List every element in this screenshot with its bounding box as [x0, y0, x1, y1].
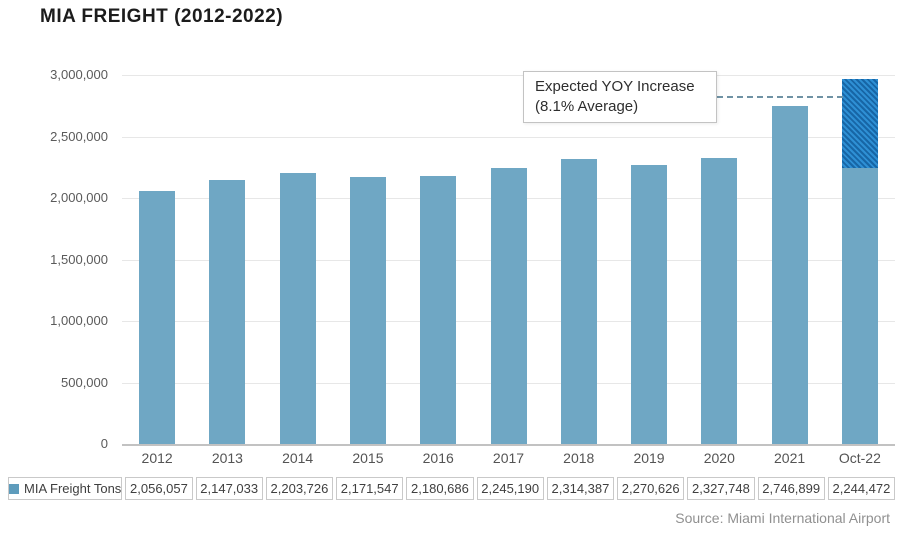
x-axis-tick-label: 2021 [774, 450, 806, 466]
annotation-connector-line [717, 96, 843, 98]
legend-swatch-icon [9, 483, 19, 494]
table-value-cell: 2,746,899 [757, 477, 825, 500]
x-axis-tick-label: 2016 [422, 450, 454, 466]
expected-increase-hatched-segment [841, 78, 878, 168]
bar-oct-22 [841, 167, 878, 444]
data-table: MIA Freight Tons 2,056,057 2,147,033 2,203… [8, 477, 896, 500]
y-axis-tick-label: 1,000,000 [50, 313, 108, 328]
table-value-cell: 2,147,033 [195, 477, 263, 500]
x-axis-tick-label: 2017 [492, 450, 525, 466]
x-axis-tick-label: 2012 [141, 450, 173, 466]
table-value-cell: 2,056,057 [125, 477, 193, 500]
gridline [122, 75, 895, 76]
table-value-cell: 2,270,626 [617, 477, 685, 500]
chart-title: MIA FREIGHT (2012-2022) [40, 6, 284, 27]
x-axis-tick-label: 2015 [352, 450, 384, 466]
bar-2012 [139, 191, 176, 444]
legend-series-label: MIA Freight Tons [24, 481, 122, 496]
y-axis-tick-label: 1,500,000 [50, 251, 108, 267]
table-value-cell: 2,203,726 [265, 477, 334, 500]
gridline [122, 136, 895, 138]
x-axis-tick-label: 2019 [633, 450, 665, 466]
bar-2017 [490, 167, 527, 444]
annotation-box: Expected YOY Increase (8.1% Average) [523, 71, 717, 123]
source-note: Source: Miami International Airport [675, 510, 890, 526]
x-axis-tick-label: 2013 [211, 450, 243, 466]
y-axis-tick-label: 2,000,000 [50, 190, 108, 205]
annotation-text-line1: Expected YOY Increase [535, 78, 695, 95]
annotation-text-line2: (8.1% Average) [535, 98, 639, 115]
table-value-cell: 2,314,387 [546, 477, 615, 500]
bar-2016 [420, 175, 457, 444]
table-value-cell: 2,180,686 [406, 477, 474, 500]
table-value-cell: 2,171,547 [336, 477, 404, 500]
x-axis-tick-label: 2018 [563, 450, 595, 466]
table-value-cell: 2,327,748 [687, 477, 755, 500]
table-value-cell: 2,244,472 [827, 477, 896, 500]
table-value-cell: 2,245,190 [476, 477, 544, 500]
bar-2021 [771, 106, 808, 444]
bar-2019 [631, 164, 668, 444]
x-axis-tick-label: 2020 [703, 450, 735, 466]
y-axis-tick-label: 0 [100, 436, 108, 451]
plot-area: 0 500,000 1,000,000 1,500,000 2,000,000 2,500… [50, 68, 895, 466]
bar-2015 [349, 176, 386, 444]
legend-cell: MIA Freight Tons [8, 477, 123, 500]
bar-2014 [279, 172, 316, 444]
x-axis-line [122, 444, 895, 446]
y-axis-tick-label: 3,000,000 [50, 67, 108, 82]
x-axis-tick-label: Oct-22 [838, 450, 881, 466]
x-axis-tick-label: 2014 [282, 450, 314, 466]
y-axis-tick-label: 500,000 [61, 374, 108, 390]
bar-2013 [209, 179, 246, 444]
y-axis-tick-label: 2,500,000 [50, 128, 108, 144]
bar-2020 [701, 157, 738, 444]
bar-2018 [560, 159, 597, 444]
